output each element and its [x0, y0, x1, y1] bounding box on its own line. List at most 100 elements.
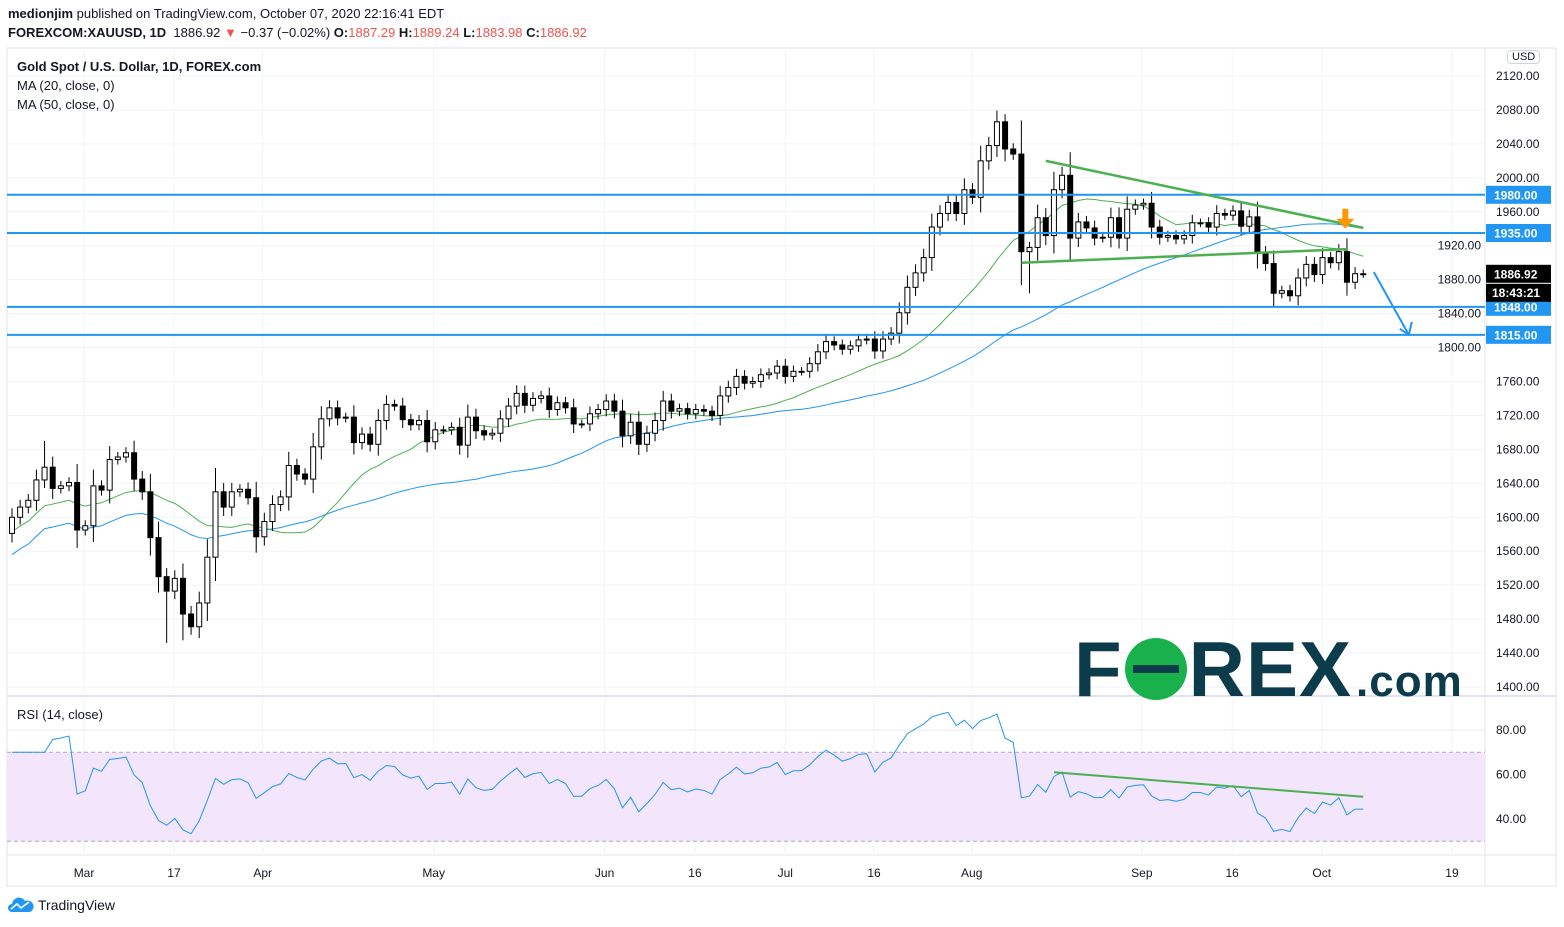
candle-body [985, 145, 992, 162]
publish-date: published on TradingView.com, October 07… [76, 6, 445, 21]
time-tick-label: May [422, 866, 445, 880]
candle-body [529, 397, 536, 406]
candle-body [1254, 216, 1261, 254]
candle-body [1026, 246, 1033, 253]
ma20-legend[interactable]: MA (20, close, 0) [17, 78, 115, 93]
price-tick-label: 1520.00 [1496, 578, 1540, 592]
candle-body [375, 420, 382, 445]
candle-body [456, 426, 463, 446]
candle-body [904, 286, 911, 314]
ma50-legend[interactable]: MA (50, close, 0) [17, 97, 115, 112]
low-label: L: [463, 25, 476, 40]
forecast-arrow-line[interactable] [1372, 271, 1410, 336]
author-name[interactable]: medionjim [8, 6, 74, 21]
tradingview-logo[interactable]: TradingView [8, 897, 115, 913]
candle-body [643, 432, 650, 445]
publish-info: medionjim published on TradingView.com, … [8, 6, 444, 21]
candle-body [1164, 235, 1171, 238]
candle-body [155, 537, 162, 578]
candle-body [1140, 202, 1147, 206]
candle-body [1067, 174, 1074, 239]
candle-body [17, 506, 24, 518]
rsi-tick-label: 40.00 [1496, 812, 1526, 826]
candle-body [342, 416, 349, 419]
watermark-o-icon [1124, 638, 1187, 700]
rsi-trendline[interactable] [1053, 771, 1364, 798]
candle-body [945, 201, 952, 214]
candle-body [1189, 222, 1196, 237]
candle-body [717, 395, 724, 416]
time-tick-label: 16 [867, 866, 881, 880]
candle-body [1278, 290, 1285, 294]
candle-body [497, 418, 504, 434]
candle-body [261, 521, 268, 538]
candle-body [391, 403, 398, 407]
time-tick-label: Jun [595, 866, 614, 880]
candle-body [228, 491, 235, 508]
time-tick-label: 17 [167, 866, 181, 880]
candle-body [505, 405, 512, 420]
trendline[interactable] [1021, 247, 1348, 264]
candle-body [578, 423, 585, 426]
candle-body [106, 459, 113, 491]
trendline[interactable] [1045, 159, 1364, 230]
level-price-tag [1486, 185, 1551, 204]
price-tick-label: 2040.00 [1496, 137, 1540, 151]
candle-body [1124, 208, 1131, 239]
candle-body [961, 189, 968, 214]
rsi-tick-label: 60.00 [1496, 768, 1526, 782]
rsi-line [12, 711, 1364, 835]
candle-body [1221, 212, 1228, 216]
candle-body [440, 429, 447, 432]
down-arrow-icon[interactable] [1336, 208, 1355, 229]
candle-body [416, 420, 422, 426]
candle-body [293, 465, 300, 475]
level-price-tag [1486, 297, 1551, 316]
candle-body [448, 426, 455, 431]
candle-body [481, 430, 488, 436]
candle-body [912, 272, 919, 288]
last-price-label: 1886.92 [1494, 267, 1538, 281]
candle-body [1099, 236, 1106, 239]
candle-body [766, 372, 773, 376]
time-tick-label: Apr [253, 866, 272, 880]
open-label: O: [333, 25, 349, 40]
time-tick-label: Oct [1312, 866, 1331, 880]
currency-badge[interactable]: USD [1507, 50, 1541, 64]
price-tick-label: 1480.00 [1496, 612, 1540, 626]
candle-body [1197, 222, 1204, 225]
price-tick-label: 2120.00 [1496, 69, 1540, 83]
candle-body [660, 400, 667, 422]
candle-body [969, 189, 976, 198]
candle-body [334, 407, 341, 419]
candle-body [1230, 210, 1236, 216]
forecast-arrowhead-icon [1399, 321, 1413, 337]
rsi-legend[interactable]: RSI (14, close) [17, 707, 103, 722]
candle-body [668, 400, 675, 412]
series-title[interactable]: Gold Spot / U.S. Dollar, 1D, FOREX.com [17, 59, 262, 74]
forex-com-watermark: F REX.com [1074, 630, 1463, 708]
candle-body [1132, 204, 1139, 210]
candle-body [586, 413, 593, 425]
candle-body [554, 402, 561, 410]
price-tick-label: 1640.00 [1496, 476, 1540, 490]
time-tick-label: 16 [688, 866, 702, 880]
candle-body [41, 466, 48, 481]
candle-body [920, 257, 927, 274]
price-tick-label: 1800.00 [1438, 341, 1482, 355]
candle-body [709, 410, 716, 416]
candle-body [245, 488, 252, 499]
candle-body [57, 485, 64, 489]
candle-body [33, 479, 40, 501]
candle-body [538, 395, 545, 399]
candle-body [741, 375, 748, 384]
candle-body [1352, 273, 1359, 283]
candle-body [814, 351, 821, 365]
candle-body [131, 452, 138, 480]
candle-body [220, 491, 227, 508]
candle-body [1002, 121, 1009, 150]
candle-body [25, 499, 32, 508]
candle-body [839, 344, 846, 350]
price-tick-label: 2000.00 [1496, 171, 1540, 185]
